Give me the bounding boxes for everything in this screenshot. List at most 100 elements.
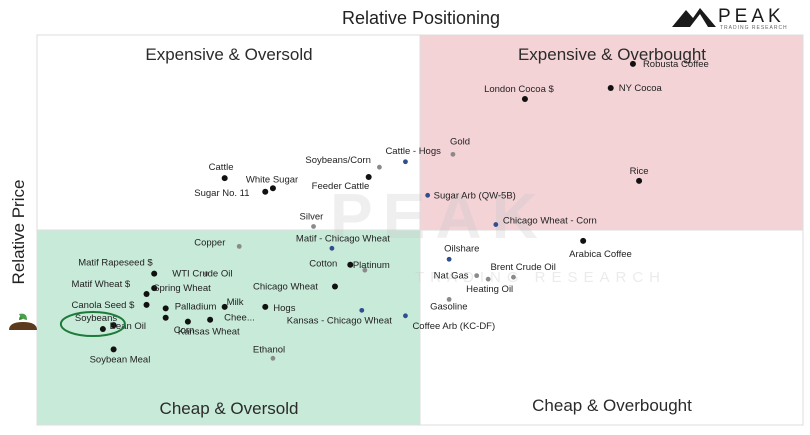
point-label-gold: Gold [450,136,470,147]
point-cattle-hogs [403,159,408,165]
point-nat-gas [474,273,480,279]
point-label-matif-rapeseed: Matif Rapeseed $ [78,258,153,269]
point-canola-seed [143,301,150,308]
peak-logo: PEAK TRADING RESEARCH [672,6,788,31]
point-label-kansas-chicago-wheat: Kansas - Chicago Wheat [287,315,392,326]
point-chee [207,316,214,323]
point-london-cocoa [521,95,528,102]
point-label-silver: Silver [300,211,324,222]
logo-text: PEAK [718,6,785,27]
point-label-copper: Copper [194,237,225,248]
point-label-rice: Rice [630,166,649,177]
point-wti-crude-oil [203,271,209,277]
quadrant-top-right [419,34,804,231]
point-arabica-coffee [580,237,587,244]
point-label-soybeans: Soybeans [75,313,118,324]
point-palladium [162,305,169,312]
point-kansas-wheat [184,318,191,325]
point-label-chicago-wheat: Chicago Wheat [253,282,318,293]
point-bean-oil [110,322,117,329]
quadrant-label-bottom-right: Cheap & Overbought [532,396,692,415]
point-label-bean-oil: Bean Oil [110,321,146,332]
point-matif-chicago-wheat [329,245,335,251]
quadrant-top-left [36,34,421,231]
point-label-canola-seed: Canola Seed $ [72,300,136,311]
point-label-hogs: Hogs [273,303,295,314]
point-sugar-no-11 [262,188,269,195]
point-label-cattle: Cattle [209,162,234,173]
point-label-cattle-hogs: Cattle - Hogs [385,146,441,157]
point-label-oilshare: Oilshare [444,243,479,254]
chart-title: Relative Positioning [342,8,500,28]
point-soybeans [99,326,106,333]
point-matif-rapeseed [151,270,158,277]
point-heating-oil [485,276,491,282]
point-label-matif-chicago-wheat: Matif - Chicago Wheat [296,233,390,244]
point-soybean-meal [110,346,117,353]
point-spring-wheat [151,285,158,292]
point-ethanol [270,355,276,361]
quadrant-label-top-left: Expensive & Oversold [145,45,312,64]
point-chicago-wheat-corn [493,222,499,227]
point-corn [162,314,169,321]
point-gasoline [446,297,452,302]
point-label-cotton: Cotton [309,259,337,270]
point-label-palladium: Palladium [175,301,217,312]
point-white-sugar [269,185,276,192]
data-points: Robusta Coffee London Cocoa $ NY Cocoa Rice… [72,59,709,365]
point-label-chee: Chee... [224,313,255,324]
point-copper [236,243,242,249]
point-coffee-arb-kc-df [403,313,408,319]
watermark-subtext: TRADING RESEARCH [415,269,666,286]
point-matif-wheat [143,290,150,297]
point-soybeans-corn [377,164,382,170]
point-chicago-wheat [331,283,338,290]
point-silver [311,224,316,229]
point-label-gasoline: Gasoline [430,301,468,312]
point-label-kansas-wheat: Kansas Wheat [178,327,240,338]
point-sugar-arb-qw-5b [425,192,431,198]
point-label-soybean-meal: Soybean Meal [90,354,151,365]
point-label-sugar-no-11: Sugar No. 11 [194,188,249,199]
point-rice [636,177,643,184]
watermark-text: PEAK [330,180,548,252]
soybeans-highlight-ring [59,311,126,338]
point-oilshare [446,256,452,262]
point-label-ny-cocoa: NY Cocoa [619,83,663,94]
point-feeder-cattle [365,173,372,180]
point-label-platinum: Platinum [353,260,390,271]
point-robusta-coffee [629,60,636,67]
point-label-coffee-arb-kc-df: Coffee Arb (KC-DF) [412,321,495,332]
point-label-wti-crude-oil: WTI Crude Oil [172,269,232,280]
point-label-london-cocoa: London Cocoa $ [484,84,554,95]
point-label-chicago-wheat-corn: Chicago Wheat - Corn [503,216,597,227]
point-cotton [347,261,354,268]
point-label-ethanol: Ethanol [253,344,285,355]
seedling-icon [9,313,37,330]
logo-subtext: TRADING RESEARCH [720,25,788,31]
mountain-icon [672,8,716,27]
point-label-feeder-cattle: Feeder Cattle [312,181,370,192]
point-milk [221,303,228,310]
quadrant-backgrounds [36,34,804,426]
point-kansas-chicago-wheat [359,307,365,313]
y-axis-label: Relative Price [9,180,28,285]
quadrant-label-top-right: Expensive & Overbought [518,45,706,64]
point-ny-cocoa [607,85,614,92]
point-label-white-sugar: White Sugar [246,174,298,185]
point-gold [450,151,456,157]
point-label-corn: Corn [174,325,195,336]
point-brent-crude-oil [511,274,516,280]
quadrant-label-bottom-left: Cheap & Oversold [160,399,299,418]
point-label-soybeans-corn: Soybeans/Corn [305,155,370,166]
point-cattle [221,175,228,182]
point-label-heating-oil: Heating Oil [466,284,513,295]
point-label-spring-wheat: Spring Wheat [153,283,211,294]
point-platinum [362,267,368,273]
point-label-nat-gas: Nat Gas [434,271,469,282]
point-label-matif-wheat: Matif Wheat $ [72,279,131,290]
point-label-milk: Milk [227,297,244,308]
point-label-arabica-coffee: Arabica Coffee [569,249,632,260]
point-label-robusta-coffee: Robusta Coffee [643,59,709,70]
